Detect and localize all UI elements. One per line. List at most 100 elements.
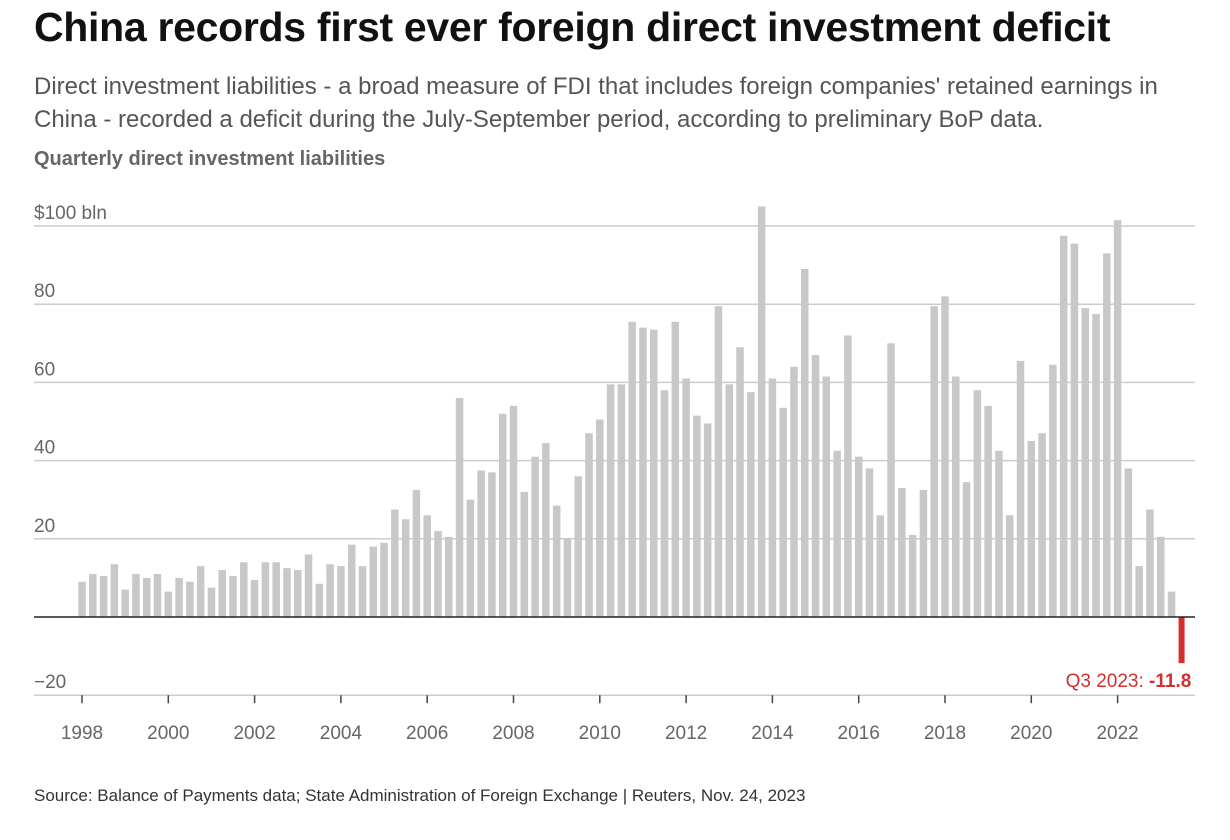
bar [854, 456, 863, 617]
bar [898, 487, 906, 617]
chart-title: China records first ever foreign direct … [34, 4, 1111, 50]
bars [78, 206, 1185, 664]
bar [142, 577, 151, 617]
bar [110, 564, 119, 618]
x-tick-label: 2022 [1096, 723, 1138, 744]
bar [304, 554, 313, 617]
bar [164, 591, 173, 617]
annotation: Q3 2023: -11.8 [1066, 671, 1192, 692]
bar [1113, 220, 1122, 617]
bar [1081, 308, 1089, 617]
bar [876, 515, 885, 617]
bar [1070, 243, 1079, 617]
bar [369, 546, 378, 617]
bar [995, 450, 1003, 617]
x-tick-label: 2004 [320, 723, 363, 744]
bar [952, 376, 960, 617]
bar [736, 347, 744, 617]
bar [380, 542, 388, 617]
bar [250, 579, 259, 618]
bar [412, 489, 421, 618]
bar [1167, 591, 1176, 617]
bar [671, 321, 680, 617]
x-tick-label: 1998 [61, 723, 103, 744]
bar [552, 505, 561, 617]
y-tick-label: 40 [34, 438, 55, 459]
bar-chart: −20 20 40 60 80 $100 bln 1998 2000 2002 2004 2006… [34, 203, 1195, 744]
bar [844, 335, 852, 617]
bar [725, 384, 733, 618]
bar [531, 456, 539, 617]
bar [315, 583, 324, 617]
bar [240, 562, 248, 617]
bar [606, 384, 615, 618]
bar [790, 366, 798, 617]
x-tick-label: 2016 [838, 723, 880, 744]
bar [132, 573, 140, 617]
bar [99, 575, 108, 617]
bar [1059, 235, 1068, 617]
bar [175, 577, 183, 617]
x-tick-label: 2018 [924, 723, 966, 744]
bar [1135, 566, 1143, 617]
bar [542, 443, 550, 617]
x-tick-label: 2014 [751, 723, 794, 744]
x-tick-label: 2000 [147, 723, 189, 744]
bar [261, 562, 270, 617]
bar [1124, 468, 1133, 617]
bar [682, 378, 690, 617]
bar [89, 573, 97, 617]
bar [833, 450, 841, 617]
x-tick-label: 2002 [233, 723, 275, 744]
bar [466, 499, 475, 617]
bar [218, 570, 226, 617]
bar [294, 570, 302, 617]
bar [660, 390, 669, 617]
bar [757, 206, 766, 617]
bar [391, 509, 399, 618]
y-tick-label: 60 [34, 359, 55, 380]
bar [347, 544, 356, 617]
bar [693, 415, 701, 617]
bar [498, 413, 507, 617]
bar [801, 269, 809, 617]
bar [865, 468, 874, 617]
bar [962, 482, 971, 618]
bar [283, 568, 291, 618]
bar [1027, 441, 1036, 617]
bar [229, 575, 237, 617]
bar [1157, 536, 1165, 618]
axes: 1998 2000 2002 2004 2006 2008 2010 2012 2014 2016… [34, 616, 1195, 744]
bar [984, 405, 992, 617]
bar [358, 566, 367, 617]
bar [887, 343, 895, 617]
bar [973, 390, 982, 617]
bar [434, 530, 442, 617]
x-tick-label: 2020 [1010, 723, 1052, 744]
bar [520, 491, 529, 617]
bar [1016, 360, 1025, 617]
bar [488, 472, 496, 617]
bar [574, 476, 582, 617]
bar [822, 376, 831, 617]
bar [1092, 313, 1100, 617]
bar [703, 423, 712, 617]
bar [941, 296, 949, 617]
bar [768, 378, 777, 617]
bar [401, 519, 410, 617]
bar [714, 306, 723, 617]
bar [423, 515, 431, 617]
x-tick-label: 2012 [665, 723, 707, 744]
annotation-q3-2023: Q3 2023: -11.8 [1066, 671, 1192, 692]
chart-subtitle: Direct investment liabilities - a broad … [34, 73, 1158, 133]
y-tick-label: 20 [34, 516, 55, 537]
bar [477, 470, 485, 618]
x-tick-label: 2008 [492, 723, 534, 744]
x-tick-label: 2010 [579, 723, 621, 744]
bar [196, 566, 205, 617]
bar [121, 589, 129, 617]
bar [337, 566, 345, 617]
bar [1103, 253, 1111, 617]
source-note: Source: Balance of Payments data; State … [34, 786, 806, 805]
bar [272, 562, 280, 617]
